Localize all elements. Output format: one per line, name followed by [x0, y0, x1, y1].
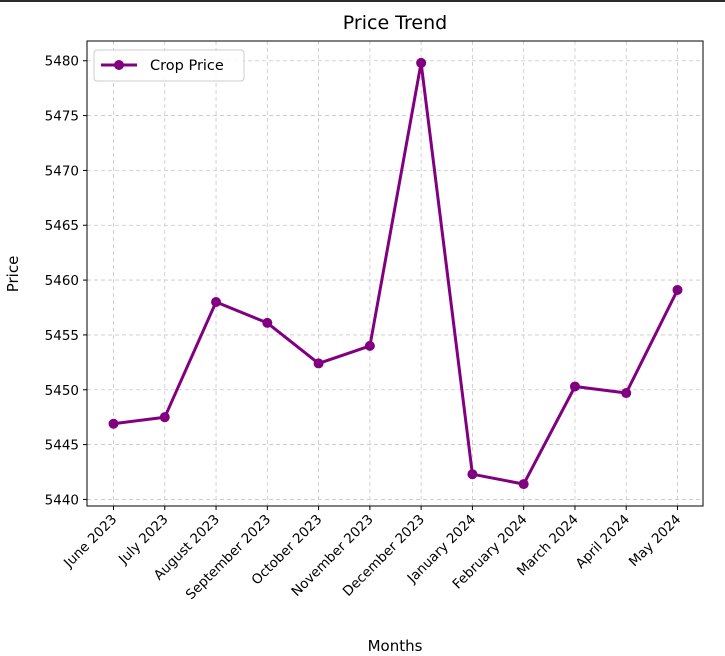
legend: Crop Price — [93, 49, 245, 82]
data-point — [569, 381, 580, 392]
y-tick-label: 5440 — [45, 492, 79, 508]
data-point — [364, 340, 375, 351]
y-tick-label: 5455 — [45, 328, 79, 344]
x-tick-label: April 2024 — [573, 512, 633, 572]
data-point — [159, 412, 170, 423]
data-point — [467, 469, 478, 480]
data-point — [108, 418, 119, 429]
data-point — [518, 479, 529, 490]
chart-title: Price Trend — [343, 12, 447, 34]
y-tick-label: 5480 — [45, 54, 79, 70]
data-point — [262, 317, 273, 328]
series-crop-price — [108, 57, 683, 490]
y-tick-label: 5445 — [45, 438, 79, 454]
y-tick-label: 5460 — [45, 273, 79, 289]
data-point — [211, 297, 222, 308]
window-top-border — [0, 0, 725, 2]
x-tick-label: September 2023 — [183, 512, 274, 603]
legend-label: Crop Price — [150, 58, 224, 74]
y-tick-label: 5450 — [45, 383, 79, 399]
legend-marker-swatch — [114, 60, 124, 70]
legend-box — [93, 49, 245, 82]
data-point — [672, 284, 683, 295]
y-tick-label: 5465 — [45, 218, 79, 234]
x-axis-label: Months — [368, 637, 423, 655]
y-tick-label: 5475 — [45, 109, 79, 125]
x-tick-label: June 2023 — [60, 512, 120, 572]
data-point — [416, 57, 427, 68]
y-axis-label: Price — [4, 256, 22, 293]
y-axis: 5440 5445 5450 5455 5460 5465 5470 5475 5480 — [45, 54, 87, 508]
y-tick-label: 5470 — [45, 163, 79, 179]
x-tick-label: May 2024 — [626, 512, 684, 570]
plot-area-frame — [86, 40, 704, 507]
data-point — [621, 388, 632, 399]
data-point — [313, 358, 324, 369]
series-line — [113, 61, 679, 486]
grid — [87, 41, 703, 506]
